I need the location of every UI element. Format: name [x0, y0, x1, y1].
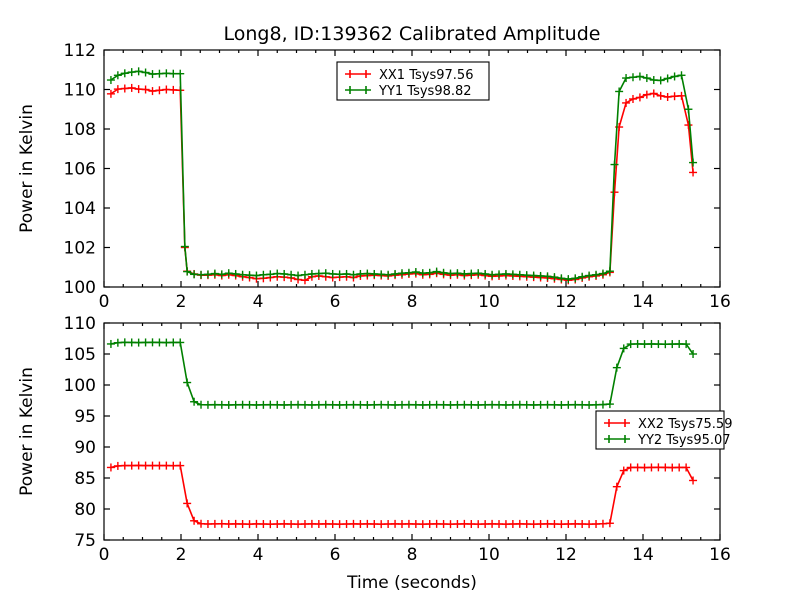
series-top-yy: [106, 67, 698, 284]
x-axis-label-bottom: Time (seconds): [346, 573, 477, 593]
y-axis-label-top: Power in Kelvin: [17, 104, 37, 233]
chart-title: Long8, ID:139362 Calibrated Amplitude: [224, 23, 601, 45]
x-tick-label-bottom: 6: [330, 545, 341, 565]
x-tick-label-bottom: 14: [632, 545, 654, 565]
x-tick-label-bottom: 8: [407, 545, 418, 565]
y-axis-label-bottom: Power in Kelvin: [17, 367, 37, 496]
series-line-top-0: [110, 87, 694, 282]
y-tick-label-bottom: 95: [74, 407, 96, 427]
plot-panel-top: 0 2 4 6 8 10 12 14 16 100 102 104 106 108 110 112 Power …: [17, 23, 731, 312]
series-bottom-yy: [106, 338, 698, 409]
x-tick-label-bottom: 10: [478, 545, 500, 565]
legend-box-bottom: [595, 410, 725, 450]
x-tick-label-top: 16: [709, 292, 731, 312]
x-tick-label-bottom: 0: [99, 545, 110, 565]
plot-panel-bottom: 0 2 4 6 8 10 12 14 16 75 80 85 90 95 100 105 110 Power in…: [17, 314, 732, 593]
x-tick-label-top: 2: [176, 292, 187, 312]
legend-entry-label: XX1 Tsys97.56: [379, 68, 473, 83]
y-tick-label-top: 106: [64, 160, 96, 180]
x-tick-label-top: 12: [555, 292, 577, 312]
x-tick-label-bottom: 4: [253, 545, 264, 565]
legend-box-top: [336, 61, 490, 101]
y-tick-label-bottom: 75: [74, 531, 96, 551]
x-tick-label-bottom: 16: [709, 545, 731, 565]
y-tick-label-top: 102: [64, 239, 96, 259]
x-tick-label-top: 14: [632, 292, 654, 312]
series-line-bottom-1: [110, 341, 694, 406]
y-tick-label-bottom: 90: [74, 438, 96, 458]
series-bottom-xx: [106, 461, 698, 529]
legend-entry-label: XX2 Tsys75.59: [638, 417, 732, 432]
y-tick-label-bottom: 100: [64, 376, 96, 396]
y-tick-label-bottom: 80: [74, 500, 96, 520]
x-tick-label-bottom: 2: [176, 545, 187, 565]
legend-entry-label: YY1 Tsys98.82: [378, 84, 472, 99]
y-tick-label-top: 100: [64, 278, 96, 298]
y-tick-label-top: 110: [64, 81, 96, 101]
x-tick-label-bottom: 12: [555, 545, 577, 565]
series-top-xx: [106, 83, 698, 285]
legend-entry-label: YY2 Tsys95.07: [637, 433, 731, 448]
x-tick-label-top: 10: [478, 292, 500, 312]
y-tick-label-top: 112: [64, 41, 96, 61]
x-tick-label-top: 4: [253, 292, 264, 312]
y-tick-label-bottom: 105: [64, 345, 96, 365]
series-line-top-1: [110, 70, 694, 280]
y-tick-label-top: 108: [64, 120, 96, 140]
x-tick-label-top: 0: [99, 292, 110, 312]
series-line-bottom-0: [110, 464, 694, 525]
y-tick-label-bottom: 85: [74, 469, 96, 489]
x-tick-label-top: 6: [330, 292, 341, 312]
y-tick-label-bottom: 110: [64, 314, 96, 334]
x-tick-label-top: 8: [407, 292, 418, 312]
y-tick-label-top: 104: [64, 199, 96, 219]
